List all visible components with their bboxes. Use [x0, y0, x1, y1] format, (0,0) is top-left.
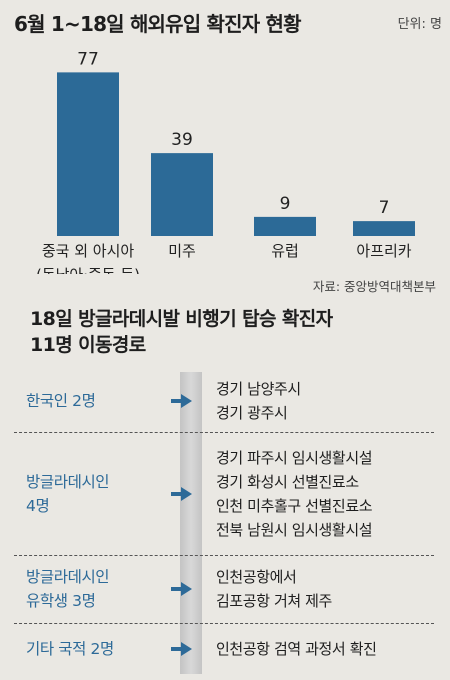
route-destination: 경기 화성시 선별진료소 — [216, 472, 359, 491]
route-destination: 경기 파주시 임시생활시설 — [216, 448, 373, 467]
source-note: 자료: 중앙방역대책본부 — [312, 279, 436, 294]
route-group-label-line: 방글라데시인 — [26, 472, 110, 491]
bar — [151, 153, 213, 236]
route-group-label-line: 한국인 2명 — [26, 392, 96, 410]
category-label: (동남아·중동 등) — [36, 266, 140, 274]
route-destination: 인천 미추홀구 선별진료소 — [216, 496, 373, 515]
arrow-right-icon — [171, 642, 192, 656]
arrow-right-icon — [171, 486, 192, 501]
category-label: 중국 외 아시아 — [42, 242, 135, 260]
route-destination: 인천공항 검역 과정서 확진 — [216, 640, 377, 658]
bar — [353, 221, 415, 236]
route-group-label-line: 유학생 3명 — [26, 592, 96, 610]
flow-bar — [180, 372, 202, 674]
section-title-line: 11명 이동경로 — [30, 334, 146, 356]
category-label: 유럽 — [271, 242, 299, 260]
bar — [57, 72, 119, 236]
route-group-label-line: 4명 — [26, 496, 50, 515]
route-group-label-line: 방글라데시인 — [26, 568, 110, 586]
route-group-label: 방글라데시인 4명 — [26, 470, 110, 518]
route-destination: 경기 광주시 — [216, 404, 288, 422]
route-destinations: 인천공항 검역 과정서 확진 — [216, 637, 377, 661]
route-destination: 인천공항에서 — [216, 568, 297, 586]
unit-label: 단위: 명 — [397, 17, 442, 32]
chart-title: 6월 1~18일 해외유입 확진자 현황 — [14, 12, 301, 36]
route-destination: 전북 남원시 임시생활시설 — [216, 520, 373, 539]
bar-value-label: 39 — [171, 130, 193, 150]
section-title: 18일 방글라데시발 비행기 탑승 확진자 11명 이동경로 — [30, 306, 333, 358]
row-separator — [14, 555, 434, 556]
arrow-right-icon — [171, 582, 192, 596]
route-destination: 김포공항 거쳐 제주 — [216, 592, 332, 610]
route-destination: 경기 남양주시 — [216, 380, 301, 398]
route-group-label: 기타 국적 2명 — [26, 637, 114, 661]
bar-chart: 77 중국 외 아시아 (동남아·중동 등) 39 미주 9 유럽 7 아프리카 — [36, 49, 415, 274]
section-title-line: 18일 방글라데시발 비행기 탑승 확진자 — [30, 308, 333, 330]
bar-value-label: 77 — [77, 49, 99, 69]
bar-value-label: 7 — [379, 198, 390, 218]
route-group-label: 한국인 2명 — [26, 389, 96, 413]
route-group-label-line: 기타 국적 2명 — [26, 640, 114, 658]
bar — [254, 216, 316, 236]
row-separator — [14, 432, 434, 433]
bar-value-label: 9 — [280, 194, 291, 214]
arrow-right-icon — [171, 394, 192, 408]
row-separator — [14, 623, 434, 624]
category-label: 미주 — [168, 242, 196, 260]
category-label: 아프리카 — [356, 242, 411, 260]
title-row: 6월 1~18일 해외유입 확진자 현황 단위: 명 — [14, 8, 444, 40]
